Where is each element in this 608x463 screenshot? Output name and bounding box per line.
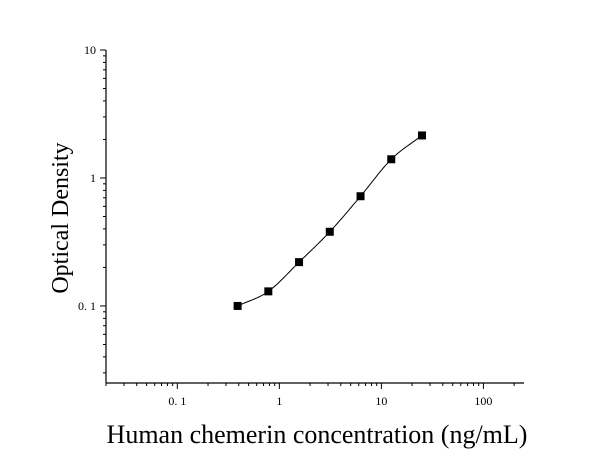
y-tick-label: 10 bbox=[84, 43, 96, 57]
y-tick-label: 0. 1 bbox=[78, 299, 96, 313]
data-point bbox=[325, 227, 334, 236]
ticks: 0. 1 1 10 100 0. 1 1 10 bbox=[78, 43, 515, 408]
x-tick-label: 0. 1 bbox=[168, 394, 186, 408]
y-tick-label: 1 bbox=[90, 171, 96, 185]
axes bbox=[105, 50, 524, 384]
x-tick-label: 100 bbox=[474, 394, 492, 408]
x-tick-label: 10 bbox=[375, 394, 387, 408]
x-tick-label: 1 bbox=[276, 394, 282, 408]
data-point bbox=[233, 301, 242, 310]
data-point bbox=[417, 131, 426, 140]
data-point bbox=[264, 287, 273, 296]
data-point bbox=[356, 192, 365, 201]
data-points bbox=[233, 131, 426, 310]
y-axis-title: Optical Density bbox=[48, 142, 74, 293]
data-point bbox=[387, 155, 396, 164]
x-axis-title: Human chemerin concentration (ng/mL) bbox=[107, 420, 528, 449]
data-point bbox=[295, 258, 304, 267]
